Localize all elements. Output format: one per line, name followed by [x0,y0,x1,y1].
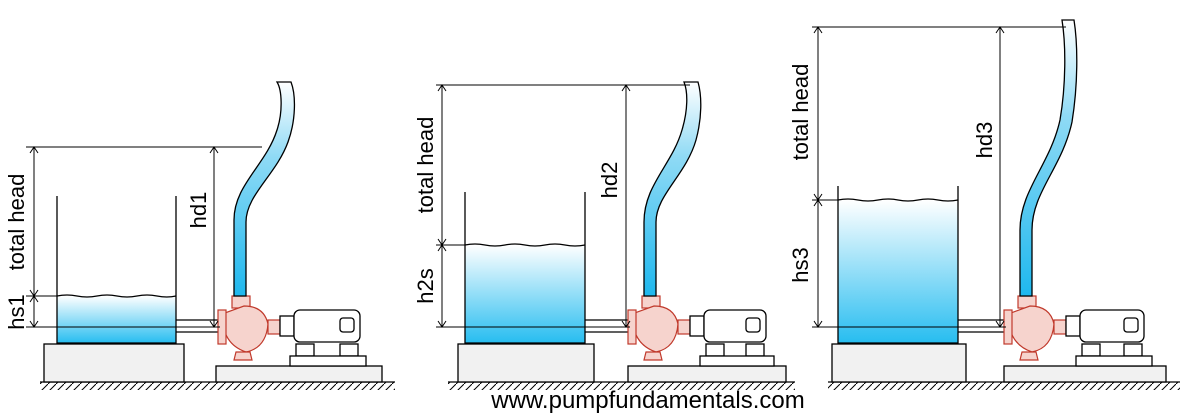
ground [828,381,1180,390]
panel-2: total head h2s hd2 [413,81,795,390]
panel-1: total head hs1 hd1 [4,81,395,390]
pump-skid [627,365,787,383]
suction-head-label: h2s [413,268,438,303]
tank-foundation [43,343,185,383]
motor [689,309,775,367]
discharge-hose [643,81,702,297]
suction-pipe [585,319,630,333]
discharge-hose [1019,19,1078,297]
suction-pipe [176,319,220,333]
total-head-label: total head [788,64,813,161]
pump-skid [215,365,383,383]
discharge-head-label: hd3 [972,122,997,159]
water-surface [837,198,959,202]
suction-tank [464,192,586,344]
ground [40,381,395,390]
suction-head-label: hs3 [788,247,813,282]
motor [279,309,367,367]
discharge-head-label: hd2 [597,162,622,199]
discharge-hose [233,81,296,297]
dimension-lines [26,146,262,328]
website-url: www.pumpfundamentals.com [490,387,804,414]
suction-tank [837,186,959,344]
suction-pipe [958,319,1006,333]
water-surface [56,294,177,298]
suction-head-label: hs1 [4,294,29,329]
pump [1003,295,1067,361]
panel-3: total head hs3 hd3 [788,19,1180,390]
tank-foundation [457,343,595,383]
total-head-label: total head [413,117,438,214]
suction-tank [56,196,177,344]
tank-foundation [831,343,967,383]
water-surface [464,243,586,247]
dimension-lines [436,84,690,328]
tank-water [838,200,958,343]
tank-water [57,296,176,343]
dimension-lines [812,26,1066,328]
discharge-head-label: hd1 [186,192,211,229]
pump [627,295,691,361]
tank-water [465,245,585,343]
pump [217,295,281,361]
motor [1065,309,1153,367]
total-head-label: total head [4,174,29,271]
pump-skid [1003,365,1167,383]
